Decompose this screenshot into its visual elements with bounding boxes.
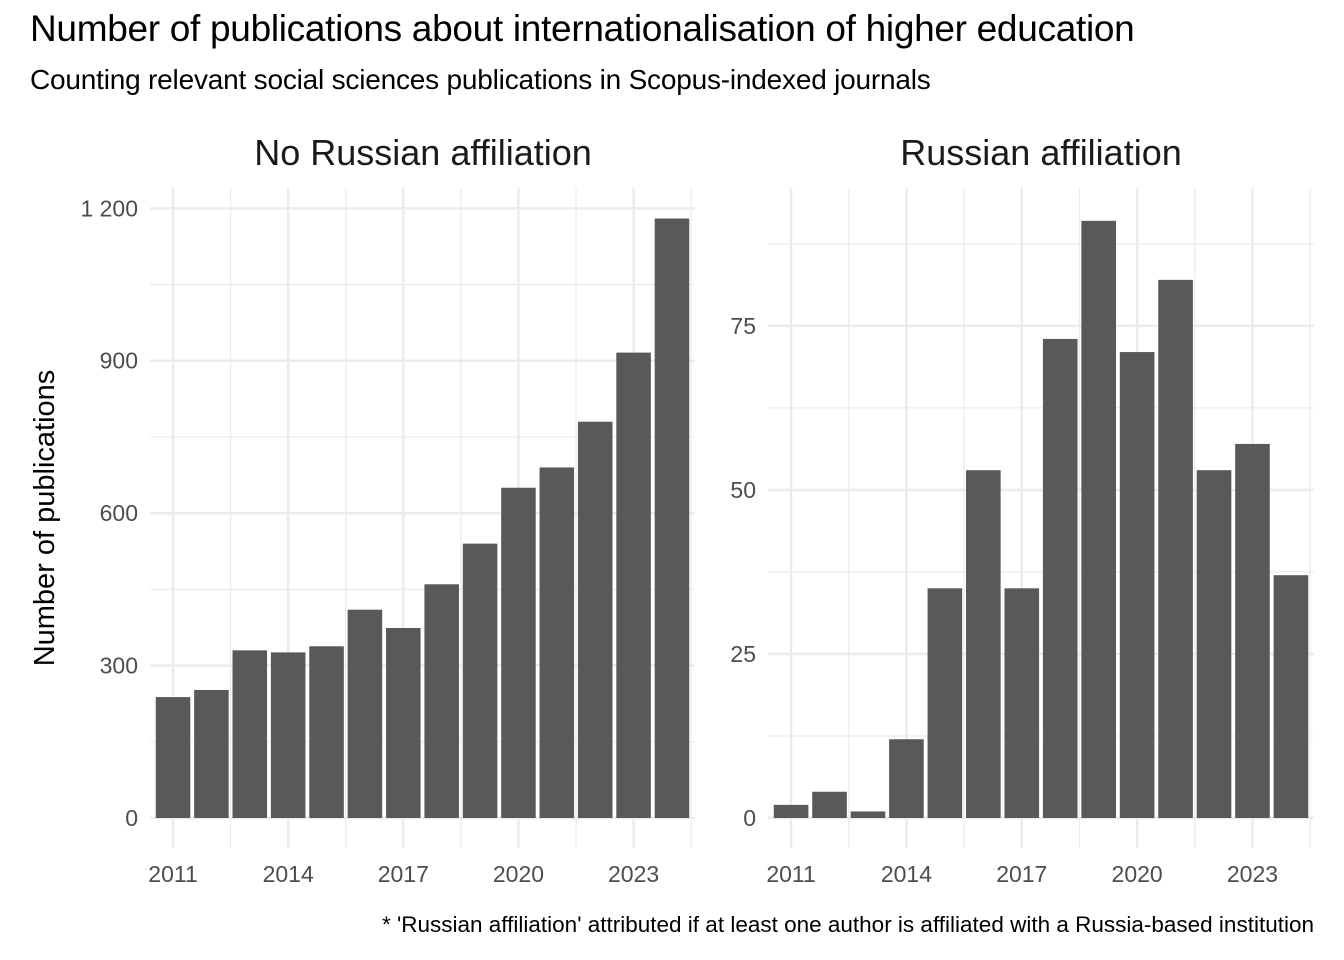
bar — [1235, 443, 1270, 818]
bar — [654, 218, 690, 818]
facet-title: No Russian affiliation — [254, 132, 592, 173]
y-tick-label: 0 — [743, 805, 756, 831]
bar — [927, 588, 963, 818]
y-axis-label: Number of publications — [29, 370, 61, 667]
y-tick-label: 50 — [730, 477, 756, 503]
y-tick-label: 25 — [730, 641, 756, 667]
x-tick-label: 2014 — [881, 861, 932, 887]
bar — [850, 811, 886, 818]
bar — [155, 697, 191, 818]
y-tick-label: 900 — [100, 348, 138, 374]
x-tick-label: 2020 — [493, 861, 544, 887]
x-tick-label: 2020 — [1112, 861, 1163, 887]
bar — [1273, 575, 1309, 818]
x-tick-label: 2011 — [148, 861, 197, 887]
x-tick-label: 2014 — [263, 861, 314, 887]
bar — [424, 584, 459, 818]
y-tick-label: 1 200 — [80, 195, 138, 221]
y-tick-label: 600 — [100, 500, 138, 526]
bar — [232, 650, 268, 818]
bar — [501, 487, 536, 818]
bar — [539, 467, 575, 818]
chart-caption: * 'Russian affiliation' attributed if at… — [381, 912, 1314, 937]
bar — [616, 352, 651, 818]
bar — [812, 791, 847, 818]
x-tick-label: 2011 — [766, 861, 815, 887]
y-tick-label: 0 — [125, 805, 138, 831]
bar — [1158, 279, 1193, 818]
bar — [1119, 352, 1155, 818]
y-tick-label: 75 — [730, 313, 756, 339]
x-tick-label: 2017 — [378, 861, 429, 887]
bar — [462, 543, 498, 818]
bar — [889, 739, 924, 818]
bar — [194, 689, 229, 818]
chart-subtitle: Counting relevant social sciences public… — [30, 64, 931, 95]
x-tick-label: 2023 — [1227, 861, 1278, 887]
bar — [773, 804, 809, 818]
bar — [577, 421, 613, 818]
bar — [386, 627, 421, 818]
x-tick-label: 2017 — [996, 861, 1047, 887]
bar — [270, 652, 306, 818]
bar — [966, 470, 1001, 818]
chart-title: Number of publications about internation… — [30, 8, 1135, 49]
bar — [1042, 338, 1078, 818]
x-tick-label: 2023 — [608, 861, 659, 887]
bar — [1081, 220, 1116, 818]
facet-title: Russian affiliation — [900, 132, 1182, 173]
bar — [347, 609, 383, 818]
bar — [1004, 588, 1040, 818]
bar — [309, 646, 344, 818]
bar — [1196, 470, 1232, 818]
y-tick-label: 300 — [100, 653, 138, 679]
